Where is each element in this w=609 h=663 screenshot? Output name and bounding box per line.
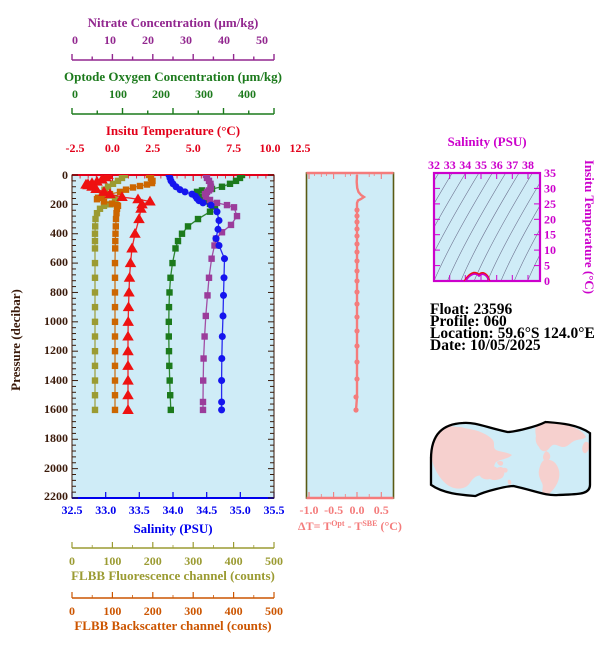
svg-text:25: 25 — [544, 197, 556, 211]
svg-text:600: 600 — [50, 255, 68, 269]
svg-text:34.0: 34.0 — [163, 503, 184, 517]
svg-text:Insitu Temperature (°C): Insitu Temperature (°C) — [106, 123, 240, 138]
svg-text:Insitu Temperature (°C): Insitu Temperature (°C) — [582, 160, 597, 294]
svg-text:33.5: 33.5 — [129, 503, 150, 517]
svg-text:-0.5: -0.5 — [324, 503, 343, 517]
svg-text:0.5: 0.5 — [374, 503, 389, 517]
svg-text:10: 10 — [104, 33, 116, 47]
svg-text:0: 0 — [69, 554, 75, 568]
svg-text:400: 400 — [238, 87, 256, 101]
svg-text:200: 200 — [144, 604, 162, 618]
svg-text:0: 0 — [72, 87, 78, 101]
svg-text:-1.0: -1.0 — [300, 503, 319, 517]
svg-text:20: 20 — [544, 212, 556, 226]
svg-text:0: 0 — [72, 33, 78, 47]
svg-text:FLBB Fluorescence channel (cou: FLBB Fluorescence channel (counts) — [71, 568, 275, 583]
svg-text:33.0: 33.0 — [95, 503, 116, 517]
svg-text:100: 100 — [109, 87, 127, 101]
svg-text:500: 500 — [265, 604, 283, 618]
svg-text:Date: 10/05/2025: Date: 10/05/2025 — [430, 337, 541, 354]
svg-text:15: 15 — [544, 228, 556, 242]
svg-text:Pressure (decibar): Pressure (decibar) — [8, 289, 23, 391]
svg-text:40: 40 — [218, 33, 230, 47]
svg-text:200: 200 — [50, 197, 68, 211]
svg-text:30: 30 — [544, 181, 556, 195]
svg-text:35: 35 — [544, 166, 556, 180]
svg-text:34: 34 — [459, 158, 471, 172]
svg-text:Salinity (PSU): Salinity (PSU) — [133, 521, 212, 536]
svg-text:200: 200 — [152, 87, 170, 101]
svg-text:ΔT= TOpt - TSBE (°C): ΔT= TOpt - TSBE (°C) — [298, 519, 402, 534]
svg-text:35.0: 35.0 — [230, 503, 251, 517]
svg-text:Optode Oxygen Concentration (µ: Optode Oxygen Concentration (µm/kg) — [64, 69, 282, 84]
svg-text:35.5: 35.5 — [264, 503, 285, 517]
svg-text:FLBB Backscatter channel (coun: FLBB Backscatter channel (counts) — [74, 618, 271, 633]
svg-text:2.5: 2.5 — [145, 141, 160, 155]
svg-text:400: 400 — [225, 554, 243, 568]
svg-text:37: 37 — [506, 158, 518, 172]
svg-text:800: 800 — [50, 285, 68, 299]
svg-text:Salinity (PSU): Salinity (PSU) — [447, 134, 526, 149]
svg-text:300: 300 — [195, 87, 213, 101]
svg-text:36: 36 — [491, 158, 503, 172]
svg-text:5: 5 — [544, 259, 550, 273]
svg-text:5.0: 5.0 — [186, 141, 201, 155]
svg-text:0.0: 0.0 — [350, 503, 365, 517]
svg-text:400: 400 — [225, 604, 243, 618]
svg-text:30: 30 — [180, 33, 192, 47]
svg-text:400: 400 — [50, 226, 68, 240]
svg-text:10.0: 10.0 — [260, 141, 281, 155]
svg-text:1600: 1600 — [44, 402, 68, 416]
svg-text:-2.5: -2.5 — [66, 141, 85, 155]
svg-text:2000: 2000 — [44, 461, 68, 475]
svg-text:34.5: 34.5 — [196, 503, 217, 517]
svg-text:0: 0 — [544, 274, 550, 288]
svg-text:100: 100 — [103, 554, 121, 568]
svg-text:32.5: 32.5 — [62, 503, 83, 517]
svg-text:300: 300 — [184, 554, 202, 568]
svg-text:7.5: 7.5 — [226, 141, 241, 155]
svg-text:2200: 2200 — [44, 489, 68, 503]
svg-text:38: 38 — [522, 158, 534, 172]
svg-text:Nitrate Concentration (µm/kg): Nitrate Concentration (µm/kg) — [88, 15, 259, 30]
svg-text:1400: 1400 — [44, 373, 68, 387]
svg-text:0: 0 — [69, 604, 75, 618]
svg-text:20: 20 — [142, 33, 154, 47]
svg-text:100: 100 — [103, 604, 121, 618]
svg-text:10: 10 — [544, 243, 556, 257]
svg-text:35: 35 — [475, 158, 487, 172]
svg-text:300: 300 — [184, 604, 202, 618]
svg-text:0: 0 — [62, 168, 68, 182]
svg-text:50: 50 — [256, 33, 268, 47]
svg-text:0.0: 0.0 — [105, 141, 120, 155]
svg-text:500: 500 — [265, 554, 283, 568]
svg-text:32: 32 — [428, 158, 440, 172]
svg-text:200: 200 — [144, 554, 162, 568]
svg-text:1000: 1000 — [44, 314, 68, 328]
svg-text:1200: 1200 — [44, 343, 68, 357]
svg-text:1800: 1800 — [44, 431, 68, 445]
svg-text:12.5: 12.5 — [290, 141, 311, 155]
svg-text:33: 33 — [444, 158, 456, 172]
